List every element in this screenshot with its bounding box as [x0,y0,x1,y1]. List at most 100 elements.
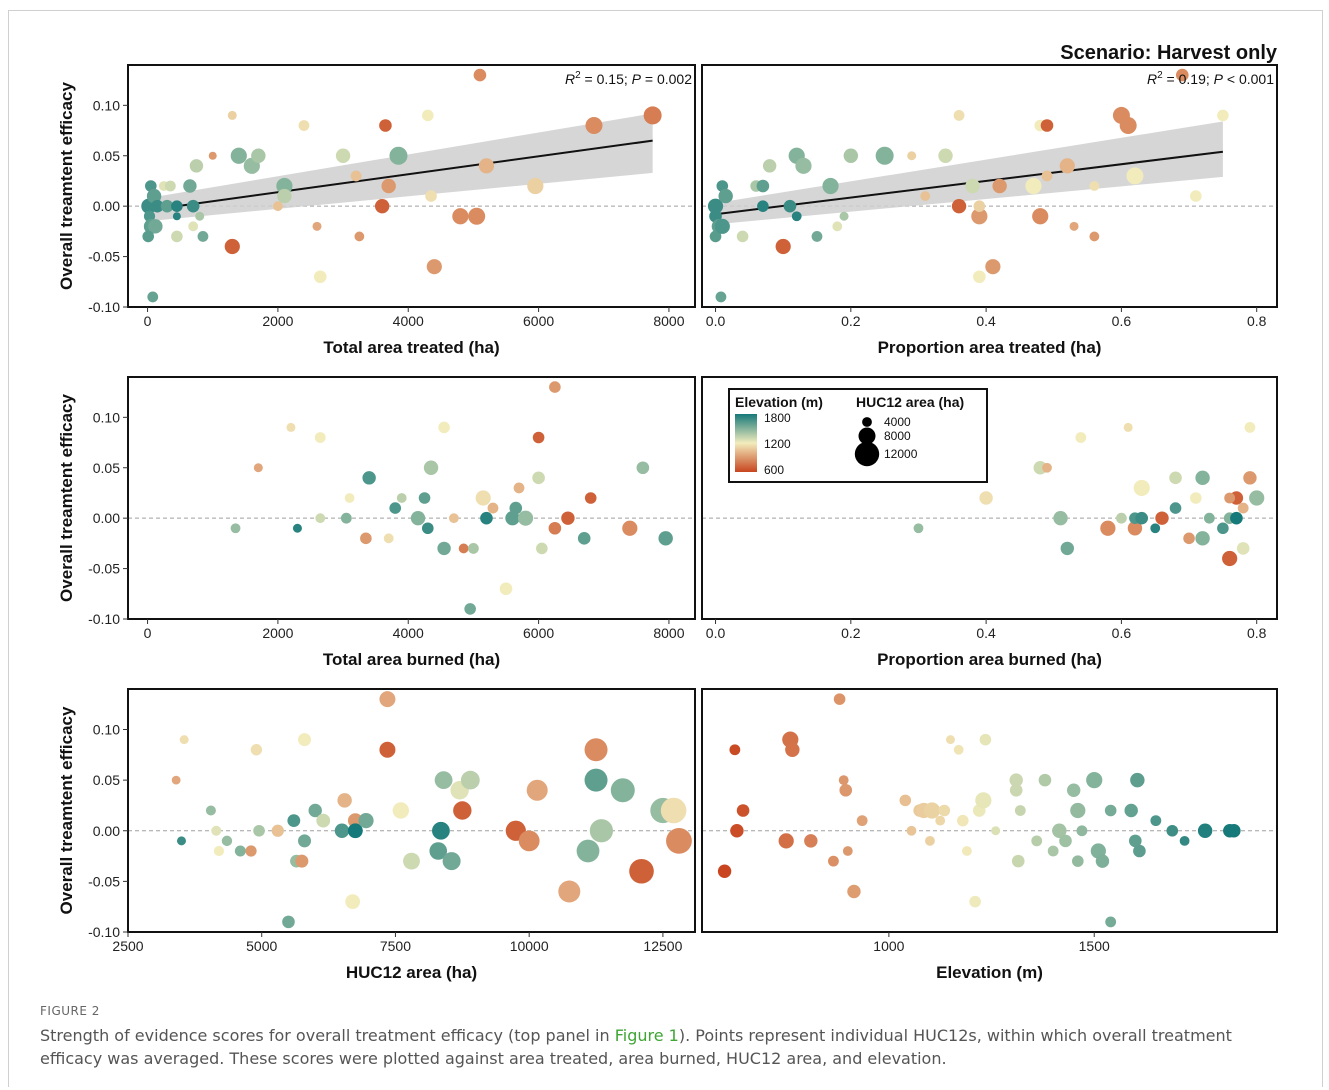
data-point [230,523,241,534]
data-point [1166,824,1179,837]
data-point [487,502,499,514]
data-point [532,431,545,444]
data-point [460,770,480,790]
data-point [1075,432,1087,443]
data-point [142,230,155,243]
x-tick-label: 0.8 [1247,313,1267,329]
data-point [1066,783,1081,797]
data-point [1053,510,1068,526]
legend-box [728,388,988,483]
y-axis-label: Overall treamtent efficacy [57,706,76,914]
data-point [442,852,461,871]
x-tick-label: 0 [144,313,152,329]
data-point [458,543,469,554]
data-point [389,146,408,165]
data-point [957,814,969,827]
data-point [360,532,372,545]
data-point [610,778,635,803]
data-point [345,894,361,910]
caption-text-start: Strength of evidence scores for overall … [40,1026,615,1045]
data-point [251,148,266,163]
data-point [374,198,390,214]
data-point [308,803,322,818]
data-point [344,493,355,503]
figure-label: FIGURE 2 [40,1004,100,1018]
data-point [179,735,189,745]
data-point [756,179,770,193]
data-point [1025,177,1042,195]
data-point [1041,170,1053,182]
data-point [286,422,296,432]
data-point [172,212,181,221]
data-point [585,117,603,134]
x-tick-label: 12500 [643,938,682,954]
x-tick-label: 0.8 [1247,625,1267,641]
data-point [1095,854,1110,868]
x-tick-label: 2500 [112,938,143,954]
data-point [584,768,608,792]
data-point [164,180,176,192]
figure-canvas: Scenario: Harvest only 0 2000 4000 6000 8000… [57,42,1278,982]
data-point [1237,502,1249,514]
data-point [709,230,722,243]
data-point [907,151,917,161]
data-point [935,815,946,826]
data-point [298,834,312,848]
x-tick-label: 6000 [523,313,554,329]
data-point [1135,511,1149,525]
data-point [1126,167,1144,185]
data-point [480,511,493,525]
y-tick-label: -0.10 [88,924,120,940]
data-point [438,421,450,434]
caption-figure-link[interactable]: Figure 1 [614,1026,679,1045]
data-point [379,119,392,132]
caption-text-end: ). Points represent individual HUC12s, w… [40,1026,1232,1068]
x-tick-label: 2000 [262,313,293,329]
x-axis-label: Elevation (m) [936,963,1043,982]
data-point [1059,834,1072,848]
y-tick-label: -0.10 [88,611,120,627]
x-tick-label: 0.0 [706,625,726,641]
data-point [452,208,469,225]
data-point [1230,511,1243,525]
data-point [468,207,486,225]
data-point [804,834,818,848]
size-legend-label: 4000 [884,415,911,429]
legend: Elevation (m)1800 1200 600 HUC12 area (ha) 4… [728,388,988,483]
data-point [969,895,981,908]
panel-5: 2500 5000 7500 10000 12500 -0.10 -0.05 0.00 0.05… [57,688,696,982]
data-point [622,520,638,536]
data-point [730,824,744,838]
data-point [205,805,216,816]
data-point [160,199,174,213]
data-point [714,218,730,234]
data-point [1104,804,1117,817]
y-tick-label: 0.10 [93,722,120,738]
data-point [1047,845,1059,857]
y-tick-label: 0.10 [93,409,120,425]
data-point [1072,855,1084,867]
data-point [437,541,451,556]
data-point [389,502,402,514]
data-point [513,482,525,494]
panel-frame [701,64,1278,308]
data-point [1129,834,1142,848]
scenario-title: Scenario: Harvest only [1060,42,1278,64]
x-tick-label: 0 [144,625,152,641]
data-point [938,148,953,163]
data-point [925,835,935,846]
data-point [421,109,434,122]
data-point [856,815,868,827]
x-tick-label: 0.6 [1112,313,1132,329]
data-point [839,211,849,221]
data-point [973,270,986,284]
data-point [250,744,263,756]
data-point [636,461,650,475]
data-point [1150,815,1162,827]
data-point [1183,532,1195,545]
data-point [292,523,302,533]
data-point [549,381,561,393]
data-point [899,794,912,807]
data-point [295,854,309,868]
data-point [1179,835,1190,846]
